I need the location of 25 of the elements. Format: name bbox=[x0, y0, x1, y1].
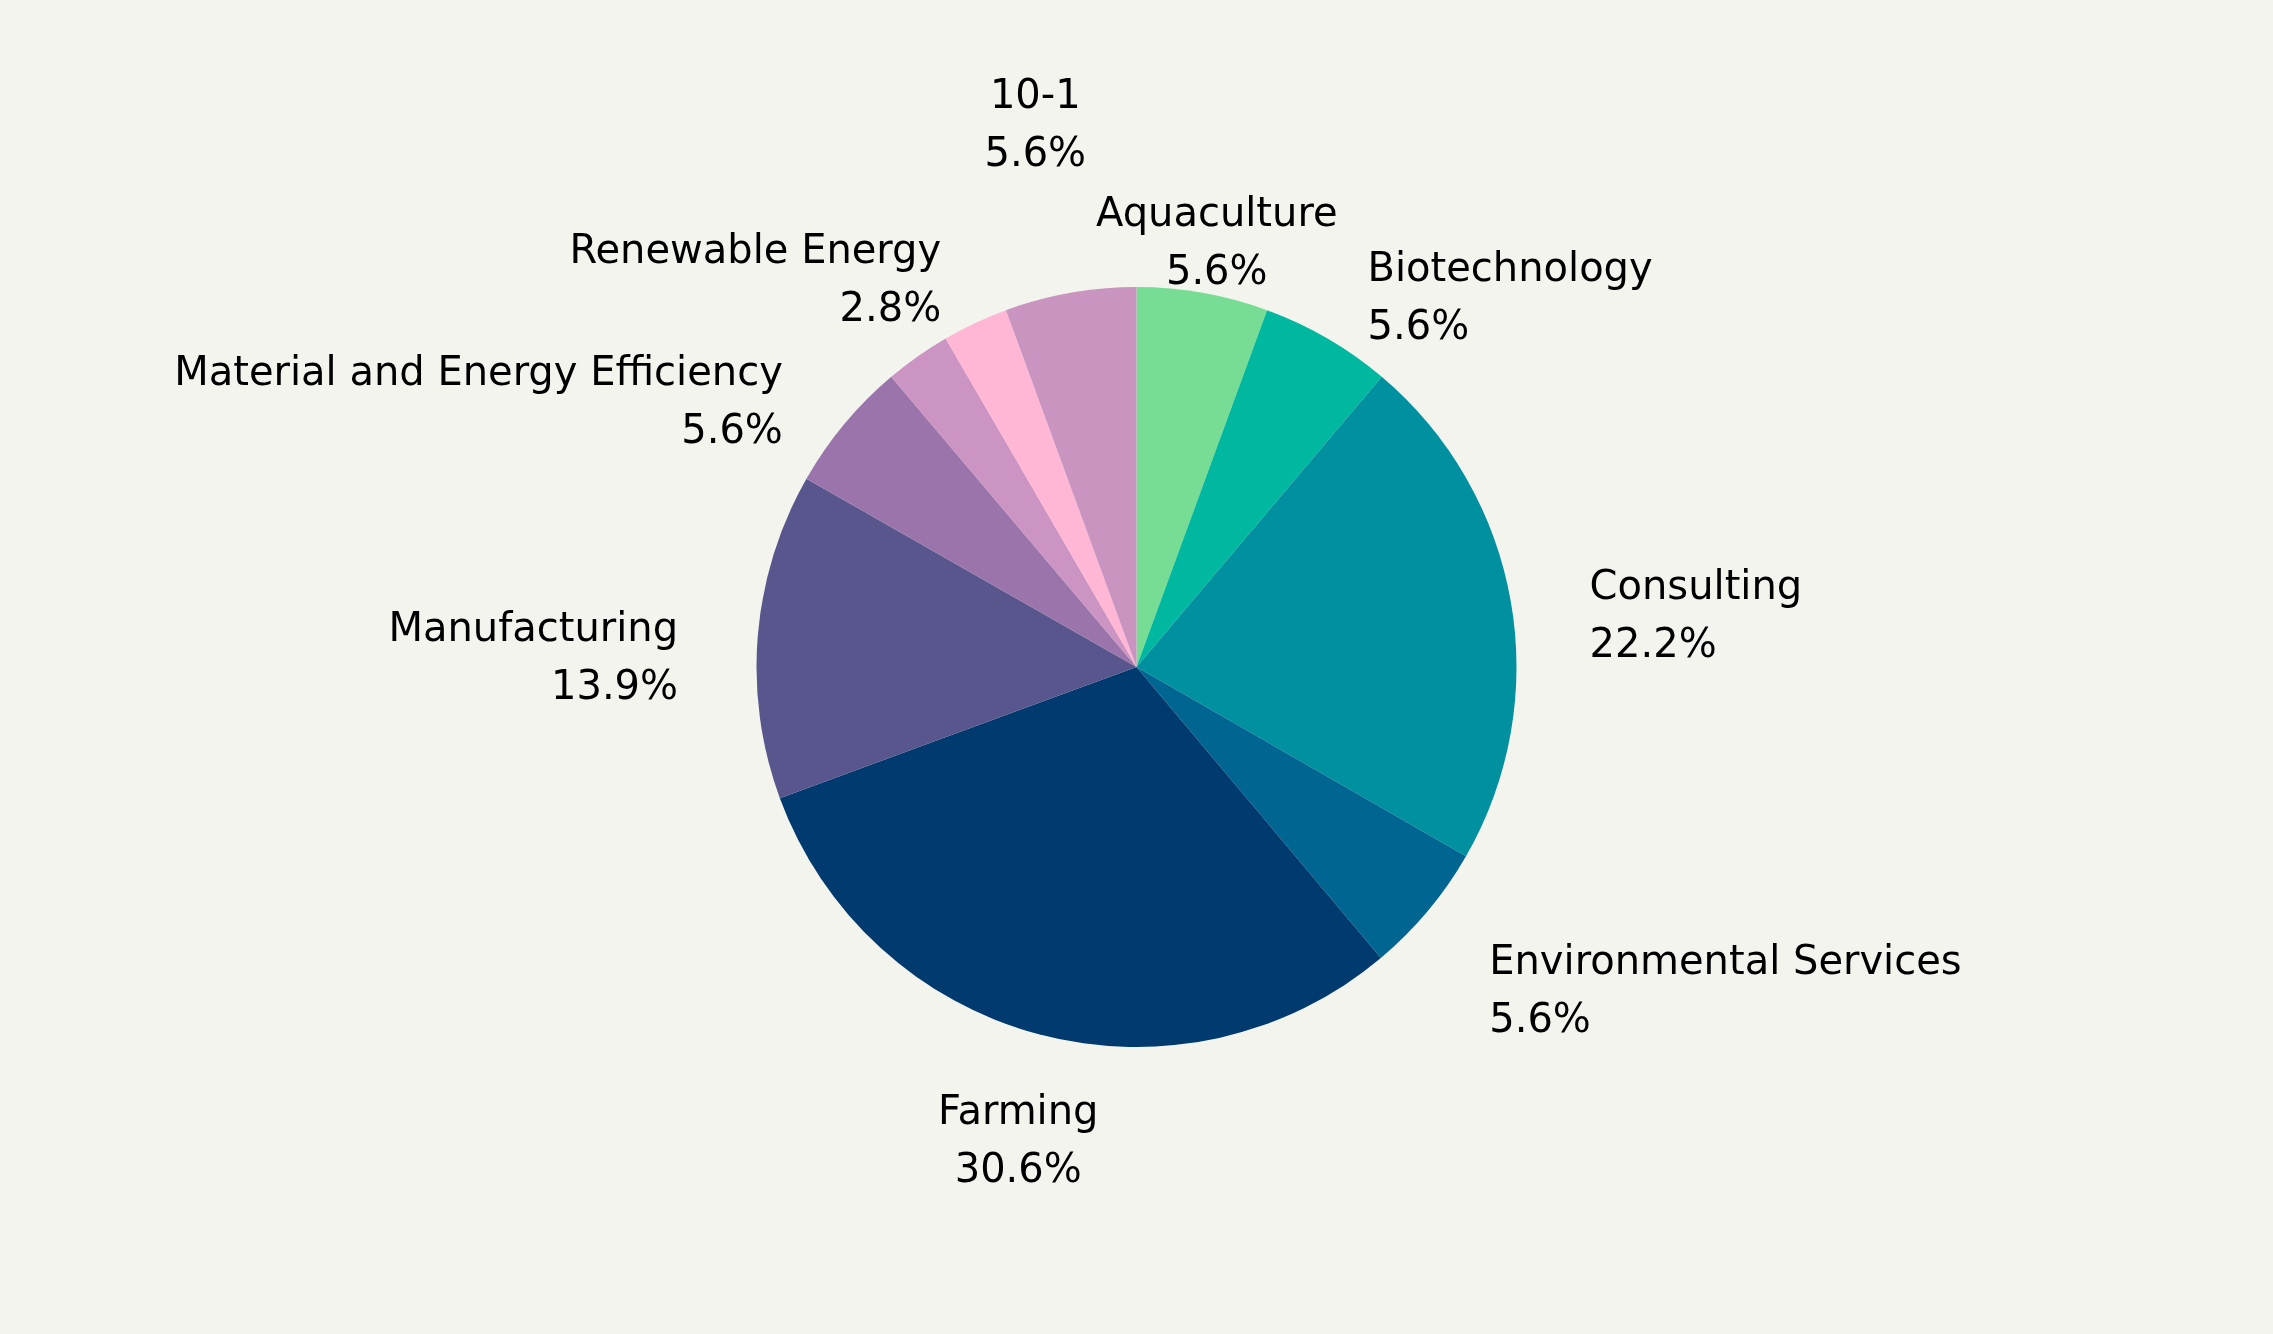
slice-label: Manufacturing bbox=[388, 603, 679, 650]
data-label: 30.6% bbox=[954, 1144, 1082, 1191]
data-label: 13.9% bbox=[551, 661, 679, 708]
pie-slice bbox=[756, 478, 1137, 799]
pie-slice bbox=[945, 310, 1137, 667]
slice-label: Aquaculture bbox=[1095, 189, 1338, 236]
data-label: 5.6% bbox=[984, 128, 1087, 175]
pie-slice bbox=[1136, 667, 1466, 959]
pie-slice bbox=[1136, 287, 1268, 667]
data-label: 5.6% bbox=[1165, 247, 1268, 294]
slice-label: Material and Energy Efficiency bbox=[174, 347, 783, 394]
slice-label: Environmental Services bbox=[1489, 937, 1962, 984]
pie-slice bbox=[806, 376, 1137, 667]
slice-label: 10-1 bbox=[989, 70, 1081, 117]
data-label: 22.2% bbox=[1589, 620, 1717, 667]
data-label: 5.6% bbox=[681, 405, 783, 452]
data-label: 5.6% bbox=[1489, 995, 1591, 1042]
slice-label: Renewable Energy bbox=[569, 225, 942, 272]
slice-label: Consulting bbox=[1589, 562, 1803, 609]
pie-slice bbox=[779, 667, 1381, 1047]
slice-label: Farming bbox=[938, 1086, 1099, 1133]
slice-label: Biotechnology bbox=[1367, 244, 1653, 291]
pie-slice bbox=[1136, 376, 1517, 857]
data-label: 5.6% bbox=[1367, 302, 1470, 349]
data-label: 2.8% bbox=[839, 283, 942, 330]
